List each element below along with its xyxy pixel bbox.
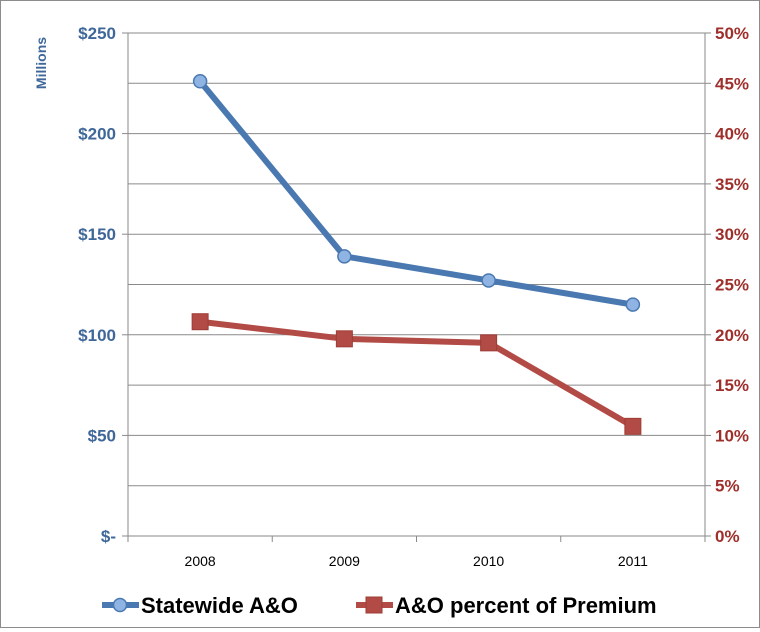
right-tick-label: 30%	[715, 225, 749, 244]
series-line-1	[197, 318, 636, 430]
data-point-circle	[337, 249, 352, 264]
data-point-circle	[625, 297, 641, 312]
left-tick-label: $50	[88, 426, 116, 445]
legend-label-0: Statewide A&O	[141, 593, 298, 618]
right-tick-label: 20%	[715, 326, 749, 345]
gridlines	[128, 32, 705, 487]
left-axis-unit-label: Millions	[33, 37, 49, 89]
right-tick-label: 45%	[715, 74, 749, 93]
data-point-circle	[481, 273, 496, 288]
right-tick-label: 40%	[715, 125, 749, 144]
data-point-square	[191, 313, 209, 331]
right-tick-label: 5%	[715, 477, 740, 496]
series-line-0	[197, 78, 636, 308]
x-tick-label: 2009	[329, 553, 360, 569]
right-tick-label: 25%	[715, 276, 749, 295]
legend-marker-circle	[112, 597, 128, 613]
left-tick-label: $200	[78, 125, 116, 144]
data-point-square	[624, 417, 642, 435]
series-layer	[191, 74, 642, 435]
x-tick-label: 2008	[185, 553, 216, 569]
right-tick-label: 50%	[715, 24, 749, 43]
left-tick-label: $-	[101, 527, 116, 546]
left-tick-label: $250	[78, 24, 116, 43]
x-tick-label: 2011	[618, 553, 648, 569]
legend: Statewide A&O A&O percent of Premium	[102, 593, 657, 618]
left-tick-label: $150	[78, 225, 116, 244]
data-point-circle	[192, 74, 208, 89]
right-tick-label: 15%	[715, 376, 749, 395]
left-tick-label: $100	[78, 326, 116, 345]
legend-label-1: A&O percent of Premium	[395, 593, 657, 618]
right-tick-label: 10%	[715, 426, 749, 445]
right-tick-label: 0%	[715, 527, 740, 546]
legend-marker-square	[365, 596, 383, 614]
data-point-square	[480, 334, 498, 352]
x-tick-label: 2010	[473, 553, 504, 569]
axes: $- $50 $100 $150 $200 $250 0% 5% 10% 15% 20% 25% 30%…	[33, 24, 749, 569]
data-point-square	[335, 330, 353, 348]
right-tick-label: 35%	[715, 175, 749, 194]
